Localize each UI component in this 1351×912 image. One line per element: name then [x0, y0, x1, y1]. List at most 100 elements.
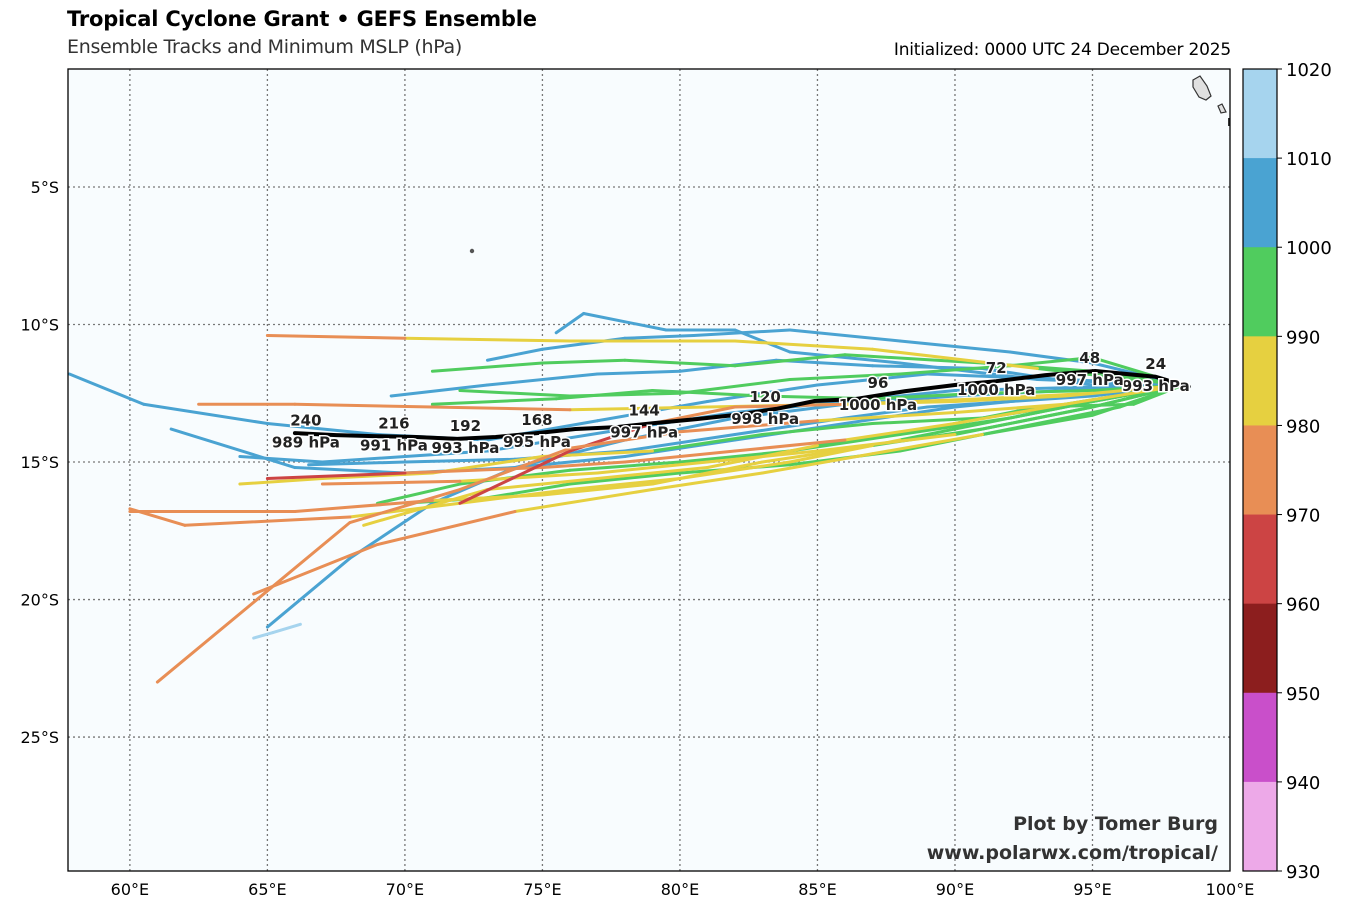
colorbar-bin — [1243, 247, 1277, 337]
track-segment — [375, 510, 517, 547]
track-segment — [554, 389, 654, 401]
track-segment — [898, 361, 1039, 382]
track-segment — [485, 482, 572, 500]
track-segment — [1035, 378, 1185, 387]
colorbar-tick-label: 990 — [1286, 327, 1320, 348]
ensemble-member-track — [252, 383, 1185, 596]
track-segment — [678, 449, 792, 464]
colorbar-tick-label: 1010 — [1286, 149, 1332, 170]
track-segment — [265, 471, 407, 481]
x-tick-label: 65°E — [248, 880, 286, 899]
initialized-time: Initialized: 0000 UTC 24 December 2025 — [893, 40, 1231, 60]
ensemble-member-track — [554, 312, 1185, 387]
y-axis-ticks: 5°S 10°S 15°S 20°S 25°S — [20, 178, 59, 747]
track-segment — [843, 422, 957, 442]
track-segment — [705, 383, 819, 404]
track-segment — [403, 336, 572, 343]
mslp-label: 1000 hPa — [839, 396, 917, 414]
forecast-hour-label: 144 — [629, 402, 660, 420]
colorbar-tick-label: 940 — [1286, 773, 1320, 794]
track-segment — [788, 372, 902, 382]
track-segment — [430, 493, 544, 503]
track-segment — [1035, 367, 1185, 387]
track-segment — [870, 416, 984, 426]
track-segment — [733, 402, 847, 420]
track-segment — [898, 416, 1012, 442]
track-segment — [265, 422, 379, 437]
track-segment — [980, 389, 1094, 395]
forecast-hour-label: 192 — [450, 417, 481, 435]
track-segment — [678, 378, 792, 395]
track-segment — [898, 364, 1012, 376]
track-segment — [980, 413, 1094, 437]
track-segment — [953, 402, 1067, 426]
track-segment — [183, 515, 352, 527]
forecast-hour-label: 96 — [868, 374, 889, 392]
track-segment — [1008, 350, 1094, 365]
track-segment — [733, 339, 874, 351]
forecast-hour-label: 48 — [1079, 349, 1100, 367]
track-segment — [513, 488, 654, 514]
track-segment — [623, 449, 737, 464]
island-shape — [469, 248, 475, 254]
mslp-label: 991 hPa — [360, 436, 428, 454]
ensemble-member-track — [458, 383, 1185, 505]
forecast-hour-label: 24 — [1145, 355, 1166, 373]
track-segment — [650, 389, 764, 398]
track-segment — [458, 449, 572, 505]
track-segment — [348, 501, 462, 519]
track-segment — [568, 460, 682, 472]
ensemble-member-track — [155, 383, 1185, 684]
track-segment — [142, 402, 269, 426]
colorbar-tick-label: 1000 — [1286, 238, 1332, 259]
track-segment — [540, 482, 654, 497]
colorbar-tick-label: 930 — [1286, 862, 1320, 883]
track-segment — [430, 361, 544, 373]
colorbar-bin — [1243, 692, 1277, 783]
y-tick-label: 10°S — [20, 316, 59, 335]
track-segment — [582, 312, 668, 332]
colorbar-bin — [1243, 158, 1277, 248]
x-tick-label: 60°E — [111, 880, 149, 899]
track-segment — [815, 433, 957, 453]
track-segment — [623, 358, 737, 368]
track-segment — [623, 433, 737, 453]
track-segment — [293, 402, 434, 409]
mslp-label: 998 hPa — [731, 410, 799, 428]
track-segment — [953, 402, 1067, 415]
track-segment — [870, 347, 1039, 371]
track-segment — [733, 328, 792, 354]
track-segment — [293, 466, 407, 475]
y-tick-label: 5°S — [31, 178, 59, 197]
x-tick-label: 95°E — [1073, 880, 1111, 899]
track-segment — [595, 466, 709, 481]
track-segment — [678, 419, 819, 434]
colorbar-bin — [1243, 603, 1277, 694]
track-segment — [540, 358, 627, 365]
mean-track-line — [292, 369, 1191, 441]
track-segment — [650, 433, 764, 453]
track-segment — [265, 556, 352, 629]
chart-subtitle: Ensemble Tracks and Minimum MSLP (hPa) — [67, 36, 462, 58]
track-segment — [320, 479, 462, 486]
track-segment — [293, 499, 434, 514]
track-segment — [238, 477, 324, 486]
track-segment — [843, 353, 984, 365]
track-segment — [554, 312, 586, 335]
track-segment — [898, 339, 1012, 354]
x-tick-label: 80°E — [661, 880, 699, 899]
track-segment — [870, 391, 984, 401]
colorbar-tick-label: 960 — [1286, 595, 1320, 616]
forecast-hour-labels: 24 993 hPa 48 997 hPa 72 1000 hPa 96 1000 hPa 12… — [270, 347, 1191, 458]
track-segment — [595, 369, 682, 376]
track-segment — [843, 405, 929, 420]
ensemble-tracks — [68, 312, 1185, 684]
track-segment — [348, 488, 462, 525]
colorbar-bin — [1243, 781, 1277, 872]
track-segment — [1008, 356, 1094, 368]
track-segment — [650, 460, 764, 486]
colorbar-tick-label: 980 — [1286, 416, 1320, 437]
track-segment — [568, 405, 709, 412]
mslp-label: 993 hPa — [1122, 377, 1190, 395]
